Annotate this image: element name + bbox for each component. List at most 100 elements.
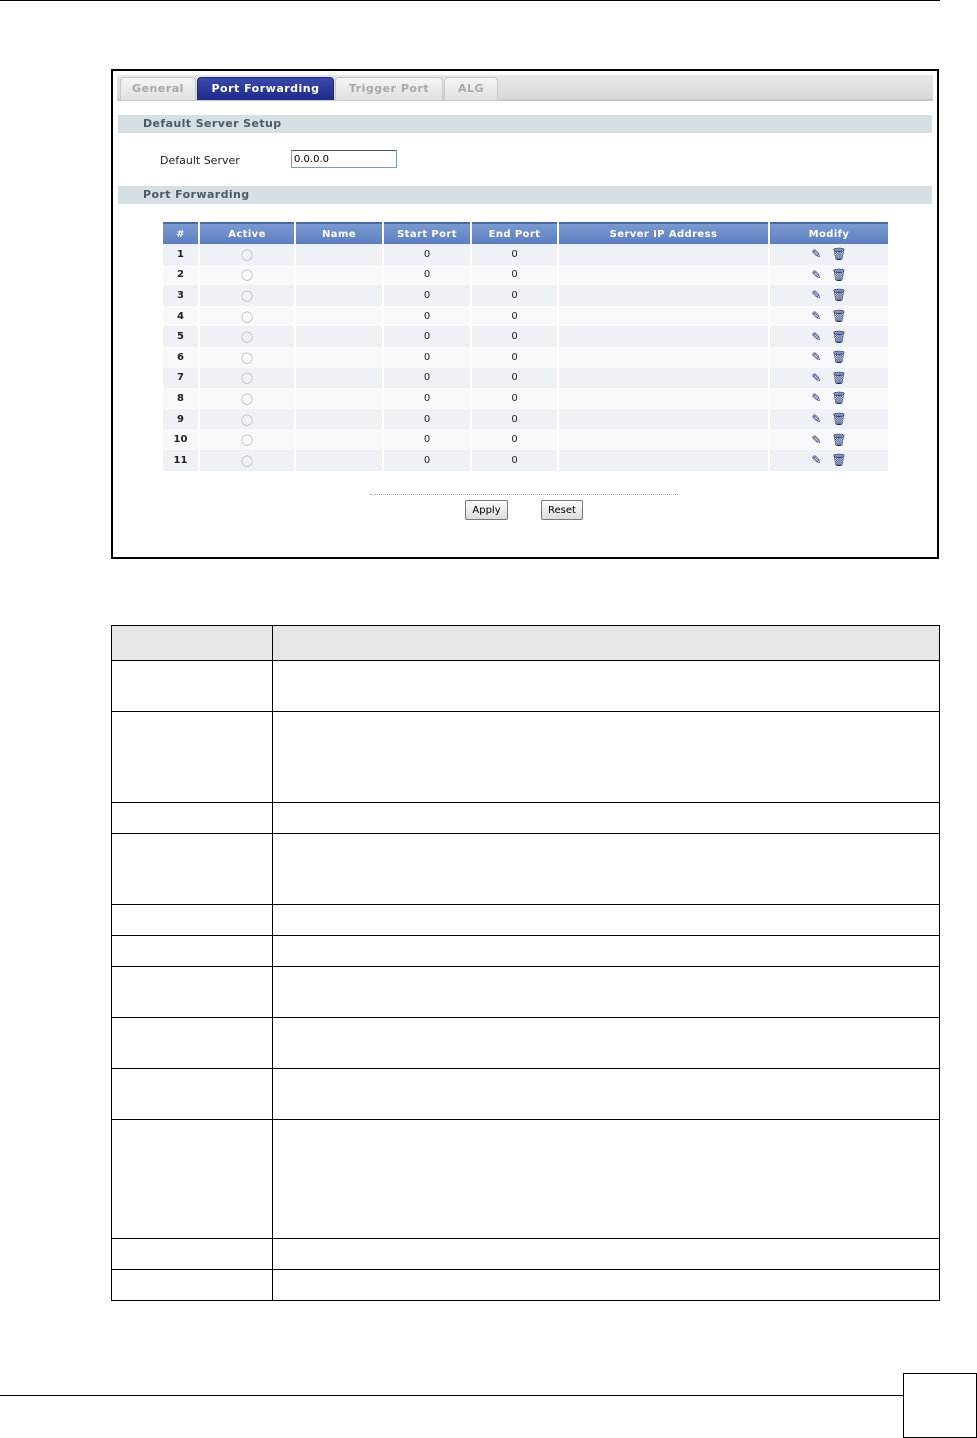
trash-icon[interactable]: 🗑 [831, 391, 847, 406]
table-row: 5 ◯ 0 0 ✎ 🗑 [163, 326, 888, 347]
name-cell [296, 429, 382, 450]
modify-cell: ✎ 🗑 [770, 429, 888, 450]
edit-icon[interactable]: ✎ [811, 391, 822, 406]
description-row [111, 1119, 940, 1239]
tab-bar: General Port Forwarding Trigger Port ALG [117, 75, 933, 101]
modify-cell: ✎ 🗑 [770, 305, 888, 327]
edit-icon[interactable]: ✎ [811, 432, 822, 447]
col-start-port: Start Port [384, 222, 470, 244]
description-cell [272, 1238, 940, 1270]
trash-icon[interactable]: 🗑 [831, 309, 847, 324]
description-cell [272, 711, 940, 803]
table-row: 1 ◯ 0 0 ✎ 🗑 [163, 244, 888, 265]
description-cell [272, 660, 940, 712]
active-cell: ◯ [200, 449, 294, 471]
end-port-cell: 0 [472, 326, 557, 347]
table-row: 9 ◯ 0 0 ✎ 🗑 [163, 408, 888, 430]
tab-alg[interactable]: ALG [444, 77, 498, 100]
trash-icon[interactable]: 🗑 [831, 453, 847, 468]
start-port-cell: 0 [384, 346, 470, 368]
lightbulb-icon: ◯ [240, 391, 254, 405]
label-cell [111, 711, 273, 803]
trash-icon[interactable]: 🗑 [831, 329, 847, 344]
start-port-cell: 0 [384, 285, 470, 306]
description-row [111, 966, 940, 1018]
description-row [111, 660, 940, 712]
active-cell: ◯ [200, 367, 294, 389]
name-cell [296, 264, 382, 286]
description-row [111, 711, 940, 803]
description-row [111, 625, 940, 661]
edit-icon[interactable]: ✎ [811, 370, 822, 385]
label-cell [111, 625, 273, 661]
tab-trigger-port[interactable]: Trigger Port [335, 77, 443, 100]
modify-cell: ✎ 🗑 [770, 285, 888, 306]
trash-icon[interactable]: 🗑 [831, 412, 847, 427]
trash-icon[interactable]: 🗑 [831, 288, 847, 303]
server-ip-cell [559, 346, 768, 368]
lightbulb-icon: ◯ [240, 371, 254, 385]
active-cell: ◯ [200, 326, 294, 347]
row-number: 1 [163, 244, 198, 265]
label-cell [111, 935, 273, 967]
end-port-cell: 0 [472, 244, 557, 265]
description-cell [272, 966, 940, 1018]
col-active: Active [200, 222, 294, 244]
name-cell [296, 388, 382, 409]
lightbulb-icon: ◯ [240, 247, 254, 261]
trash-icon[interactable]: 🗑 [831, 247, 847, 262]
col-name: Name [296, 222, 382, 244]
col-end-port: End Port [472, 222, 557, 244]
section-default-server-setup: Default Server Setup [118, 115, 932, 133]
server-ip-cell [559, 305, 768, 327]
section-port-forwarding: Port Forwarding [118, 186, 932, 204]
edit-icon[interactable]: ✎ [811, 309, 822, 324]
description-row [111, 904, 940, 936]
tab-port-forwarding[interactable]: Port Forwarding [197, 77, 334, 100]
start-port-cell: 0 [384, 429, 470, 450]
col-number: # [163, 222, 198, 244]
active-cell: ◯ [200, 388, 294, 409]
active-cell: ◯ [200, 305, 294, 327]
trash-icon[interactable]: 🗑 [831, 370, 847, 385]
modify-cell: ✎ 🗑 [770, 346, 888, 368]
row-number: 6 [163, 346, 198, 368]
edit-icon[interactable]: ✎ [811, 288, 822, 303]
default-server-input[interactable] [291, 150, 397, 168]
name-cell [296, 285, 382, 306]
lightbulb-icon: ◯ [240, 330, 254, 344]
end-port-cell: 0 [472, 346, 557, 368]
active-cell: ◯ [200, 408, 294, 430]
divider [370, 494, 678, 495]
edit-icon[interactable]: ✎ [811, 350, 822, 365]
col-server-ip: Server IP Address [559, 222, 768, 244]
description-cell [272, 1017, 940, 1069]
trash-icon[interactable]: 🗑 [831, 350, 847, 365]
tab-general[interactable]: General [120, 77, 196, 100]
edit-icon[interactable]: ✎ [811, 329, 822, 344]
description-row [111, 935, 940, 967]
reset-button[interactable]: Reset [541, 500, 583, 520]
trash-icon[interactable]: 🗑 [831, 432, 847, 447]
page-top-rule [0, 0, 940, 1]
description-cell [272, 1068, 940, 1120]
trash-icon[interactable]: 🗑 [831, 267, 847, 282]
modify-cell: ✎ 🗑 [770, 264, 888, 286]
edit-icon[interactable]: ✎ [811, 453, 822, 468]
modify-cell: ✎ 🗑 [770, 244, 888, 265]
edit-icon[interactable]: ✎ [811, 267, 822, 282]
name-cell [296, 244, 382, 265]
server-ip-cell [559, 429, 768, 450]
description-table [111, 625, 940, 1301]
apply-button[interactable]: Apply [465, 500, 508, 520]
end-port-cell: 0 [472, 264, 557, 286]
description-row [111, 1269, 940, 1301]
server-ip-cell [559, 367, 768, 389]
edit-icon[interactable]: ✎ [811, 247, 822, 262]
description-cell [272, 1269, 940, 1301]
server-ip-cell [559, 264, 768, 286]
description-cell [272, 1119, 940, 1239]
modify-cell: ✎ 🗑 [770, 408, 888, 430]
active-cell: ◯ [200, 244, 294, 265]
edit-icon[interactable]: ✎ [811, 412, 822, 427]
